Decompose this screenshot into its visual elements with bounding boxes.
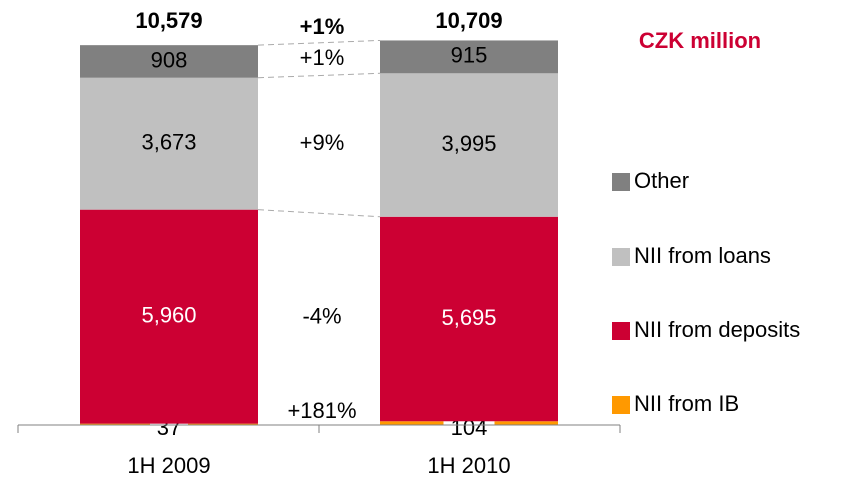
- connector: [257, 72, 381, 79]
- legend-label: Other: [634, 168, 689, 193]
- value-label: 3,995: [441, 131, 496, 156]
- change-label: -4%: [302, 304, 341, 329]
- value-label: 908: [151, 47, 188, 72]
- legend-swatch: [612, 322, 630, 340]
- total-change: +1%: [300, 14, 345, 39]
- total-label: 10,709: [435, 8, 502, 33]
- value-label: 3,673: [141, 130, 196, 155]
- bar-segment: [380, 216, 558, 422]
- unit-label: CZK million: [639, 28, 761, 53]
- bar-segment: [80, 45, 258, 78]
- connector: [257, 39, 381, 46]
- value-label: 915: [451, 43, 488, 68]
- legend-swatch: [612, 248, 630, 266]
- bar-segment: [380, 40, 558, 74]
- legend-label: NII from IB: [634, 391, 739, 416]
- change-label: +181%: [287, 398, 356, 423]
- change-label: +1%: [300, 45, 345, 70]
- value-label: 5,960: [141, 302, 196, 327]
- bar-segment: [380, 73, 558, 217]
- connector: [257, 209, 381, 218]
- value-label: 5,695: [441, 305, 496, 330]
- legend-label: NII from deposits: [634, 317, 800, 342]
- bar-segment: [80, 209, 258, 424]
- bar-segment: [80, 77, 258, 210]
- legend-swatch: [612, 396, 630, 414]
- change-label: +9%: [300, 130, 345, 155]
- x-tick-label: 1H 2009: [127, 453, 210, 478]
- x-tick-label: 1H 2010: [427, 453, 510, 478]
- legend-label: NII from loans: [634, 243, 771, 268]
- legend-swatch: [612, 173, 630, 191]
- total-label: 10,579: [135, 8, 202, 33]
